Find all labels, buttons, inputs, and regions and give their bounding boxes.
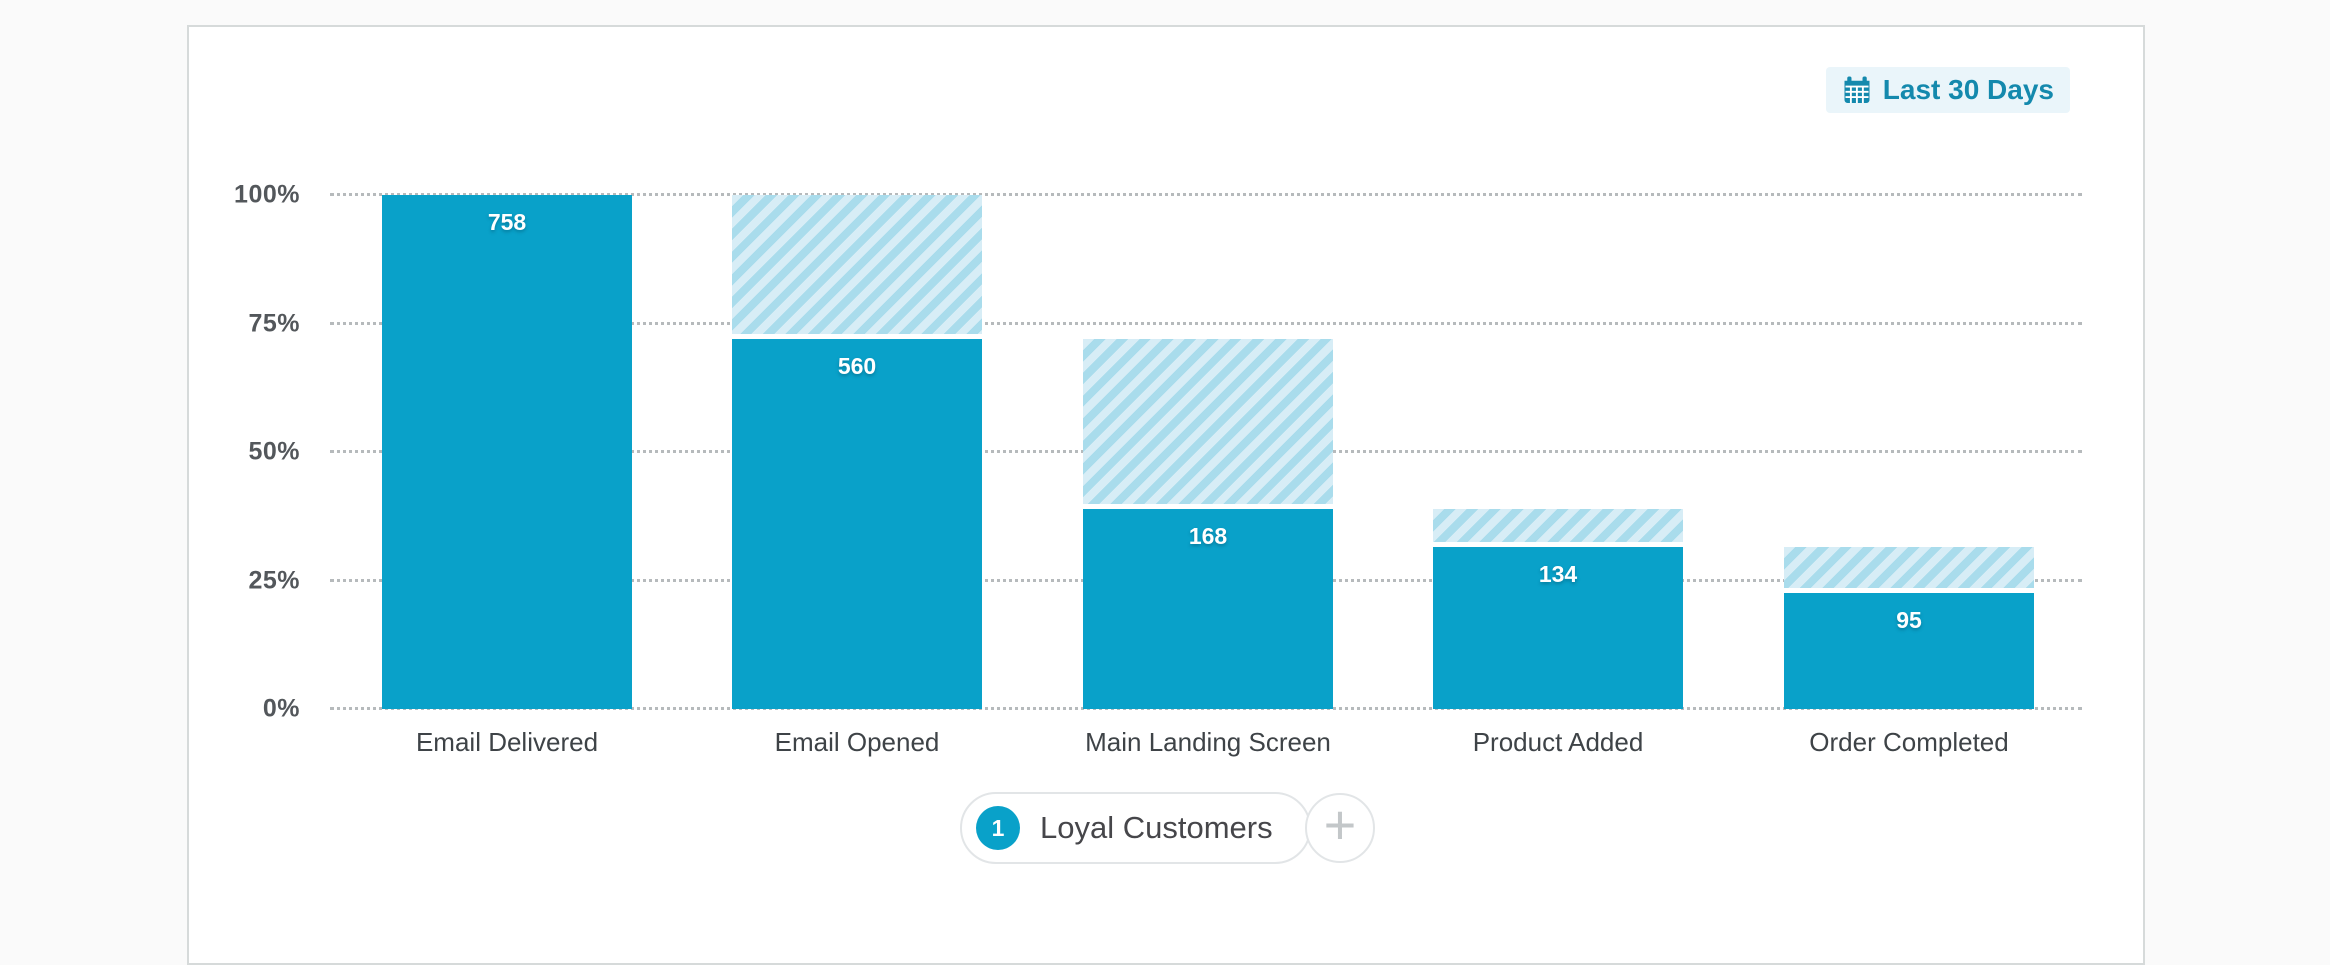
bar-fill: 560 xyxy=(732,338,982,709)
bar-email-delivered[interactable]: 758 xyxy=(382,195,632,709)
x-axis-label: Email Opened xyxy=(774,727,940,757)
bar-main-landing-screen[interactable]: 168 xyxy=(1083,195,1333,709)
bar-dropoff-hatch xyxy=(1433,508,1683,543)
x-axis-label: Product Added xyxy=(1472,727,1644,757)
bar-fill: 168 xyxy=(1083,508,1333,709)
bar-fill: 758 xyxy=(382,195,632,709)
x-axis-label: Order Completed xyxy=(1809,727,2009,757)
bar-email-opened[interactable]: 560 xyxy=(732,195,982,709)
y-axis-tick: 0% xyxy=(262,694,300,723)
funnel-chart-card: Last 30 Days 100% 75% 50% 25% 0% 758 560 168 13… xyxy=(187,25,2145,965)
bar-value-label: 168 xyxy=(1188,522,1228,549)
y-axis: 100% 75% 50% 25% 0% xyxy=(189,181,300,723)
x-axis-label: Email Delivered xyxy=(415,727,599,757)
add-segment-button[interactable]: + xyxy=(1305,793,1375,863)
bar-dropoff-hatch xyxy=(1083,338,1333,504)
date-range-label: Last 30 Days xyxy=(1882,74,2054,105)
y-axis-tick: 25% xyxy=(248,566,300,594)
bar-fill: 134 xyxy=(1433,547,1683,709)
bar-value-label: 758 xyxy=(487,209,527,235)
x-axis: Email Delivered Email Opened Main Landing … xyxy=(330,727,2082,771)
x-axis-label: Main Landing Screen xyxy=(1085,727,1331,757)
y-axis-tick: 75% xyxy=(248,309,300,337)
calendar-icon xyxy=(1844,76,1870,103)
bar-order-completed[interactable]: 95 xyxy=(1784,195,2034,709)
bar-dropoff-hatch xyxy=(1784,547,2034,589)
bar-value-label: 560 xyxy=(837,352,877,379)
y-axis-tick: 50% xyxy=(248,437,300,466)
bar-value-label: 95 xyxy=(1896,607,1922,634)
gridline xyxy=(330,321,2082,325)
segment-count-badge: 1 xyxy=(976,806,1020,850)
y-axis-tick: 100% xyxy=(234,180,300,209)
plus-icon: + xyxy=(1323,793,1357,856)
segment-label: Loyal Customers xyxy=(1040,810,1273,845)
bar-value-label: 134 xyxy=(1538,561,1578,588)
gridline xyxy=(330,193,2082,196)
date-range-filter[interactable]: Last 30 Days xyxy=(1825,67,2070,113)
segment-pill-loyal-customers[interactable]: 1 Loyal Customers xyxy=(960,792,1311,864)
bar-dropoff-hatch xyxy=(732,195,982,334)
plot-area: 758 560 168 134 95 xyxy=(330,193,2082,710)
bar-fill: 95 xyxy=(1784,593,2034,709)
bar-product-added[interactable]: 134 xyxy=(1433,195,1683,709)
